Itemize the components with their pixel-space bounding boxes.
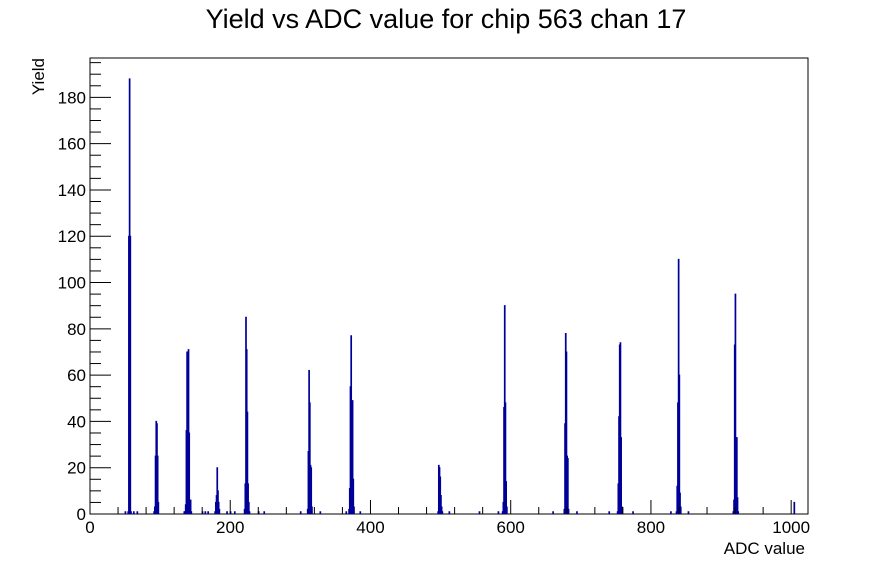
histogram-bin <box>308 402 311 514</box>
histogram-bin <box>735 437 738 514</box>
histogram-bin <box>187 349 190 514</box>
histogram-bin <box>687 511 690 514</box>
histogram-bin <box>189 499 192 514</box>
histogram-bin <box>619 342 622 514</box>
histogram-bin <box>207 511 209 514</box>
y-tick-label: 100 <box>58 274 86 293</box>
y-tick-label: 80 <box>67 320 86 339</box>
histogram-bin <box>351 400 354 514</box>
y-tick-label: 60 <box>67 366 86 385</box>
histogram-bin <box>440 506 443 514</box>
histogram-bin <box>441 511 444 514</box>
histogram-bin <box>156 455 159 514</box>
y-tick-label: 20 <box>67 459 86 478</box>
y-axis: 0 20 40 60 80 100 120 140 160 180 <box>58 62 111 524</box>
y-tick-label: 120 <box>58 227 86 246</box>
histogram-bin <box>497 511 500 514</box>
x-axis-label: ADC value <box>724 539 805 558</box>
histogram-bin <box>505 481 507 514</box>
histogram-bin <box>345 511 348 514</box>
histogram-bin <box>311 506 313 514</box>
histogram-bin <box>632 511 634 514</box>
histogram-bin <box>353 506 355 514</box>
histogram-bin <box>793 501 796 514</box>
histogram-bin <box>359 511 362 514</box>
histogram-bin <box>157 501 160 514</box>
chart-title: Yield vs ADC value for chip 563 chan 17 <box>206 4 687 34</box>
histogram-bin <box>734 293 737 514</box>
x-tick-label: 0 <box>85 518 94 537</box>
histogram-bin <box>263 511 266 514</box>
histogram-bin <box>246 411 249 514</box>
histogram-bin <box>319 511 322 514</box>
histogram-bin <box>310 467 313 514</box>
histogram-bin <box>247 483 249 514</box>
histogram-bin <box>620 437 622 514</box>
histogram-bin <box>129 235 132 514</box>
histogram-bin <box>478 511 481 514</box>
histogram-bin <box>679 506 682 514</box>
x-tick-label: 800 <box>637 518 665 537</box>
histogram-bin <box>188 432 191 514</box>
y-axis-label: Yield <box>29 58 48 95</box>
histogram-bin <box>352 478 355 514</box>
histogram-bin <box>737 511 740 514</box>
histogram-series <box>124 78 796 514</box>
histogram-bin <box>506 506 508 514</box>
y-tick-label: 160 <box>58 135 86 154</box>
histogram-bin <box>440 494 442 514</box>
histogram-bin <box>448 511 451 514</box>
histogram-bin <box>132 511 135 514</box>
histogram-bin <box>299 511 302 514</box>
histogram-bin <box>565 351 568 514</box>
x-tick-label: 400 <box>356 518 384 537</box>
histogram-bin <box>504 402 507 514</box>
histogram-bin <box>678 374 681 514</box>
histogram-bin <box>736 497 739 514</box>
histogram-bin <box>567 508 570 514</box>
y-tick-label: 40 <box>67 412 86 431</box>
histogram-bin <box>608 511 611 514</box>
histogram-bin <box>190 511 193 514</box>
histogram-bin <box>130 511 132 514</box>
x-axis: 0 200 400 600 800 1000 <box>85 500 810 537</box>
histogram-bin <box>670 511 672 514</box>
histogram-bin <box>620 506 623 514</box>
histogram-bin <box>124 511 127 514</box>
histogram-bin <box>247 501 250 514</box>
histogram-bin <box>679 492 681 514</box>
histogram-bin <box>204 511 207 514</box>
y-tick-label: 0 <box>77 505 86 524</box>
y-tick-label: 180 <box>58 88 86 107</box>
y-tick-label: 140 <box>58 181 86 200</box>
x-tick-label: 1000 <box>772 518 810 537</box>
x-tick-label: 200 <box>216 518 244 537</box>
histogram-bin <box>136 511 139 514</box>
histogram-bin <box>218 508 221 514</box>
histogram-bin <box>226 511 228 514</box>
histogram-bin <box>552 511 554 514</box>
x-tick-label: 600 <box>497 518 525 537</box>
histogram-bin <box>217 501 220 514</box>
histogram-bin <box>248 511 251 514</box>
histogram-bin <box>576 511 578 514</box>
histogram-bin <box>233 511 236 514</box>
histogram-bin <box>567 457 569 514</box>
